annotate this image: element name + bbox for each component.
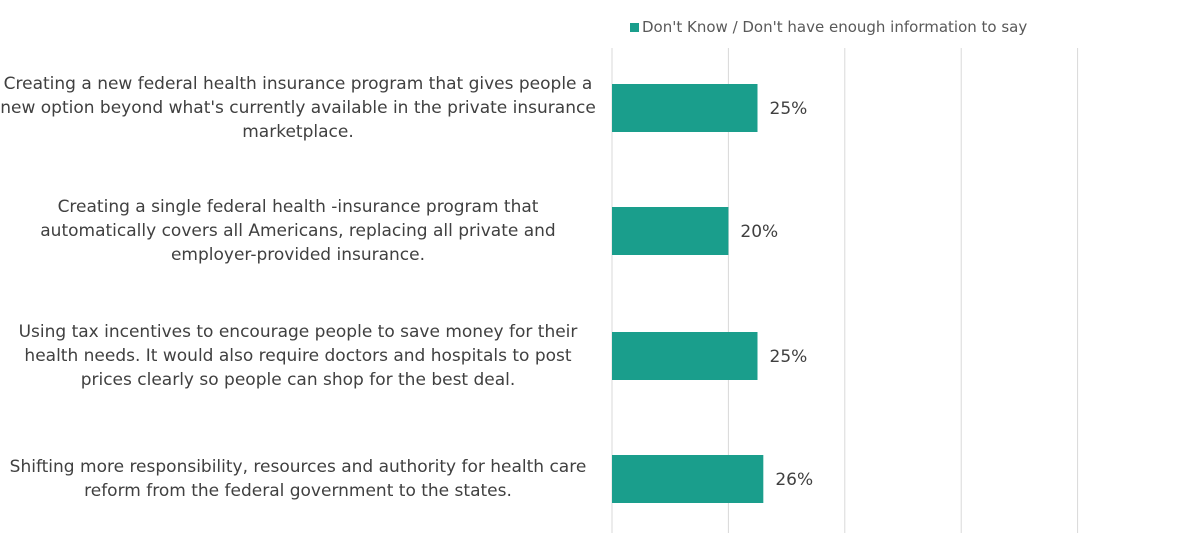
category-label: Using tax incentives to encourage people… <box>18 322 578 390</box>
data-label: 26% <box>775 470 813 490</box>
legend-swatch <box>630 22 639 32</box>
bar <box>612 455 764 503</box>
bar <box>612 84 758 132</box>
bar <box>612 332 758 380</box>
data-label: 20% <box>740 222 778 242</box>
legend-label: Don't Know / Don't have enough informati… <box>642 18 1028 36</box>
category-label: Creating a new federal health insurance … <box>0 74 596 142</box>
data-label: 25% <box>770 347 808 367</box>
legend: Don't Know / Don't have enough informati… <box>630 18 1027 36</box>
category-label: Creating a single federal health -insura… <box>40 197 556 265</box>
category-label: Shifting more responsibility, resources … <box>9 457 587 501</box>
bar <box>612 207 729 255</box>
data-label: 25% <box>770 99 808 119</box>
